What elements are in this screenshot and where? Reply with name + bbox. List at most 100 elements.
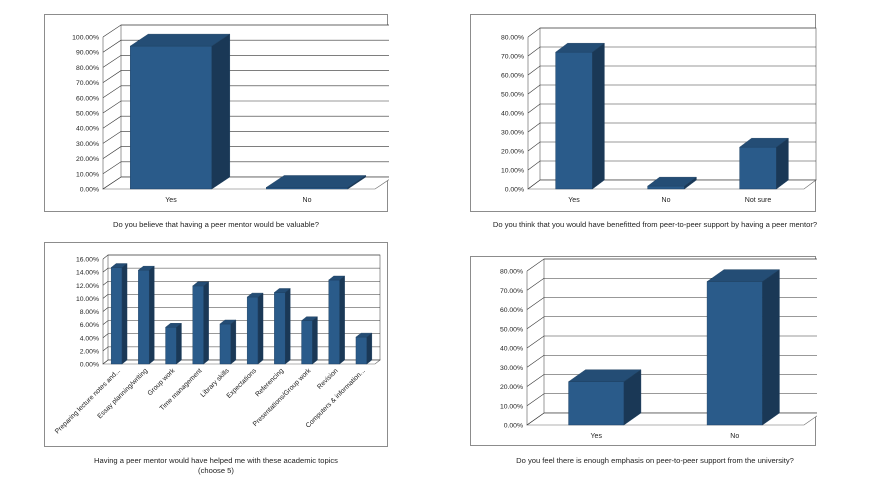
chart-caption-enough-emphasis: Do you feel there is enough emphasis on … xyxy=(516,456,794,465)
chart-y-tick-label: 16.00% xyxy=(76,257,99,264)
chart-x-tick-label: No xyxy=(730,433,739,440)
chart-gridline xyxy=(102,254,380,260)
chart-bar xyxy=(706,281,763,426)
chart-gridline xyxy=(102,267,380,273)
chart-y-tick-label: 60.00% xyxy=(501,73,524,80)
chart-gridline xyxy=(102,85,389,99)
chart-caption-academic-topics: Having a peer mentor would have helped m… xyxy=(60,456,372,476)
chart-y-tick-label: 0.00% xyxy=(80,362,99,369)
chart-y-tick-label: 12.00% xyxy=(76,283,99,290)
chart-bar-side xyxy=(312,316,318,365)
chart-y-tick-label: 2.00% xyxy=(80,348,99,355)
chart-bar xyxy=(129,45,212,190)
chart-bar xyxy=(192,285,204,365)
chart-bar-side xyxy=(762,269,780,426)
chart-y-tick-label: 10.00% xyxy=(500,403,523,410)
chart-y-tick-label: 4.00% xyxy=(80,335,99,342)
chart-panel-academic-topics: 0.00% 2.00% 4.00% 6.00% 8.00% 10.00% 12.00% 14.… xyxy=(44,242,388,447)
chart-y-tick-label: 30.00% xyxy=(501,130,524,137)
chart-y-tick-label: 60.00% xyxy=(76,95,99,102)
chart-y-tick-label: 40.00% xyxy=(76,126,99,133)
chart-x-tick-label: Not sure xyxy=(745,197,772,204)
chart-y-tick-label: 40.00% xyxy=(500,346,523,353)
chart-gridline xyxy=(527,46,816,57)
chart-y-tick-label: 30.00% xyxy=(500,365,523,372)
chart-y-tick-label: 20.00% xyxy=(501,149,524,156)
chart-bar-side xyxy=(230,319,237,365)
chart-y-tick-label: 6.00% xyxy=(80,322,99,329)
chart-bar-side xyxy=(623,369,642,426)
chart-y-tick-label: 60.00% xyxy=(500,307,523,314)
chart-x-tick-label: No xyxy=(662,197,671,204)
chart-gridline xyxy=(527,27,816,38)
chart-bar xyxy=(246,296,259,365)
chart-bar xyxy=(647,185,685,190)
chart-panel-enough-emphasis: 0.00% 10.00% 20.00% 30.00% 40.00% 50.00% 60.00… xyxy=(470,256,817,446)
chart-gridline xyxy=(102,146,389,159)
chart-bar-side xyxy=(776,137,789,190)
chart-academic-topics: 0.00% 2.00% 4.00% 6.00% 8.00% 10.00% 12.00% 14.… xyxy=(54,254,381,435)
chart-gridline xyxy=(527,84,816,95)
chart-bar xyxy=(568,381,625,426)
chart-gridline xyxy=(102,115,389,129)
chart-y-tick-label: 0.00% xyxy=(504,423,523,430)
chart-bar-side xyxy=(339,275,345,365)
chart-bar xyxy=(739,146,777,190)
chart-y-tick-label: 20.00% xyxy=(76,156,99,163)
chart-y-tick-label: 80.00% xyxy=(501,35,524,42)
chart-caption-peer-mentor-valuable: Do you believe that having a peer mentor… xyxy=(112,220,319,229)
chart-y-tick-label: 50.00% xyxy=(500,326,523,333)
chart-x-tick-label: Presentations/Group work xyxy=(252,367,313,428)
chart-gridline xyxy=(102,39,389,53)
chart-gridline xyxy=(102,100,389,114)
chart-bar xyxy=(555,52,593,190)
chart-panel-benefitted-peer-support: 0.00% 10.00% 20.00% 30.00% 40.00% 50.00% 60.00… xyxy=(470,14,817,212)
chart-y-tick-label: 70.00% xyxy=(76,80,99,87)
chart-bar-side xyxy=(366,332,373,365)
chart-x-tick-label: Expectations xyxy=(226,367,259,400)
chart-y-tick-label: 50.00% xyxy=(501,92,524,99)
chart-y-tick-label: 20.00% xyxy=(500,384,523,391)
chart-x-tick-label: No xyxy=(303,197,312,204)
chart-y-tick-label: 70.00% xyxy=(501,54,524,61)
chart-gridline xyxy=(527,122,816,133)
chart-gridline xyxy=(102,131,389,144)
chart-y-tick-label: 0.00% xyxy=(80,187,99,194)
chart-gridline xyxy=(527,141,816,152)
chart-gridline xyxy=(527,160,816,171)
chart-panel-peer-mentor-valuable: 0.00% 10.00% 20.00% 30.00% 40.00% 50.00% 60.00… xyxy=(44,14,389,212)
chart-bar xyxy=(355,336,368,365)
chart-y-tick-label: 40.00% xyxy=(501,111,524,118)
chart-bar-side xyxy=(203,281,209,365)
chart-bar-side xyxy=(176,322,182,365)
chart-bar-side xyxy=(285,288,291,365)
chart-y-tick-label: 80.00% xyxy=(500,269,523,276)
chart-x-tick-label: Revision xyxy=(316,367,340,391)
chart-y-tick-label: 30.00% xyxy=(76,141,99,148)
chart-y-tick-label: 80.00% xyxy=(76,65,99,72)
chart-bar-side xyxy=(211,33,231,190)
chart-x-tick-label: Yes xyxy=(165,197,177,204)
chart-gridline xyxy=(527,103,816,114)
chart-caption-line-2: (choose 5) xyxy=(198,466,234,475)
chart-gridline xyxy=(527,65,816,76)
chart-gridline xyxy=(102,161,389,175)
chart-x-tick-label: Essay planning/writing xyxy=(96,367,149,420)
chart-bar xyxy=(274,292,286,365)
chart-y-tick-label: 8.00% xyxy=(80,309,99,316)
chart-y-tick-label: 14.00% xyxy=(76,270,99,277)
chart-y-tick-label: 10.00% xyxy=(76,171,99,178)
chart-y-tick-label: 0.00% xyxy=(505,187,524,194)
chart-benefitted-peer-support: 0.00% 10.00% 20.00% 30.00% 40.00% 50.00% 60.00… xyxy=(501,27,817,204)
chart-gridline xyxy=(102,55,389,68)
chart-bar-side xyxy=(149,265,155,365)
chart-bar xyxy=(301,320,313,365)
chart-bar-side xyxy=(347,175,366,190)
chart-bar-side xyxy=(592,42,605,190)
chart-gridline xyxy=(526,258,817,272)
chart-x-tick-label: Yes xyxy=(591,433,603,440)
chart-y-tick-label: 100.00% xyxy=(72,35,99,42)
chart-caption-benefitted-peer-support: Do you think that you would have benefit… xyxy=(492,220,818,229)
chart-bar xyxy=(138,269,150,365)
chart-y-tick-label: 10.00% xyxy=(501,168,524,175)
